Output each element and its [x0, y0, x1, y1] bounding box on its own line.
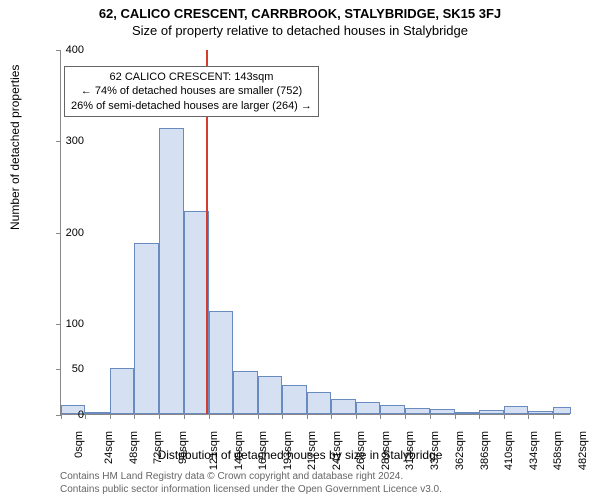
histogram-bar — [258, 376, 282, 414]
page-subtitle: Size of property relative to detached ho… — [0, 21, 600, 38]
histogram-bar — [504, 406, 528, 414]
histogram-bar — [455, 412, 479, 414]
x-axis-label: Distribution of detached houses by size … — [0, 448, 600, 462]
histogram-bar — [528, 411, 552, 414]
histogram-bar — [134, 243, 158, 414]
annotation-line-2: ← 74% of detached houses are smaller (75… — [71, 84, 312, 98]
y-tick-label: 300 — [44, 135, 84, 147]
histogram-bar — [331, 399, 355, 415]
footer-line-2: Contains public sector information licen… — [60, 483, 442, 496]
histogram-bar — [553, 407, 571, 414]
y-axis-label: Number of detached properties — [8, 65, 22, 230]
histogram-bar — [430, 409, 454, 414]
y-tick-label: 400 — [44, 44, 84, 56]
page-title: 62, CALICO CRESCENT, CARRBROOK, STALYBRI… — [0, 0, 600, 21]
annotation-line-1: 62 CALICO CRESCENT: 143sqm — [71, 70, 312, 84]
y-tick-label: 50 — [44, 363, 84, 375]
annotation-box: 62 CALICO CRESCENT: 143sqm ← 74% of deta… — [64, 66, 319, 117]
y-tick-label: 0 — [44, 409, 84, 421]
histogram-bar — [85, 412, 109, 414]
histogram-bar — [209, 311, 233, 414]
histogram-bar — [356, 402, 380, 414]
y-tick-label: 100 — [44, 318, 84, 330]
footer-line-1: Contains HM Land Registry data © Crown c… — [60, 470, 442, 483]
histogram-bar — [479, 410, 503, 414]
histogram-bar — [159, 128, 185, 414]
histogram-bar — [405, 408, 431, 414]
footer-attribution: Contains HM Land Registry data © Crown c… — [60, 470, 442, 496]
histogram-chart: 0sqm24sqm48sqm72sqm96sqm121sqm145sqm169s… — [60, 50, 570, 415]
histogram-bar — [233, 371, 257, 414]
annotation-line-3: 26% of semi-detached houses are larger (… — [71, 99, 312, 113]
histogram-bar — [110, 368, 134, 414]
histogram-bar — [282, 385, 306, 414]
histogram-bar — [307, 392, 331, 414]
y-tick-label: 200 — [44, 227, 84, 239]
histogram-bar — [380, 405, 404, 414]
